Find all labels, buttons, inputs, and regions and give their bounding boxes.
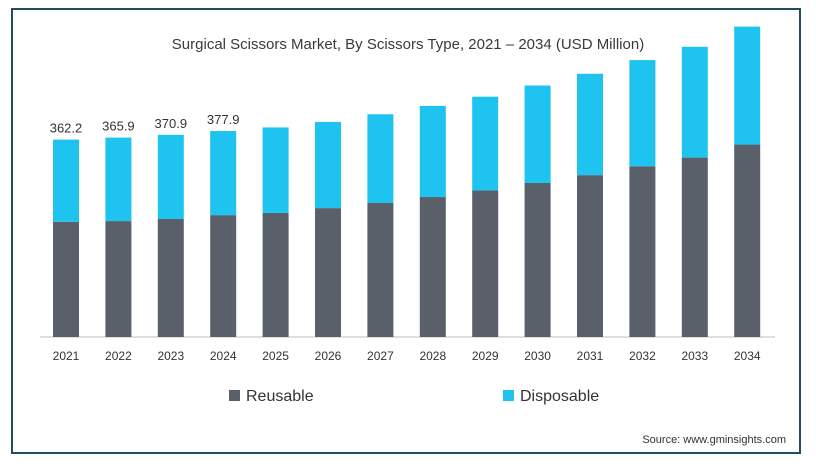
bar-disposable-2031	[577, 73, 603, 176]
x-tick-label: 2028	[419, 349, 446, 363]
bar-reusable-2029	[472, 190, 499, 337]
x-tick-label: 2021	[53, 349, 80, 363]
x-tick-label: 2022	[105, 349, 132, 363]
data-label-total-2022: 365.9	[102, 119, 135, 134]
data-label-total-2024: 377.9	[207, 112, 240, 127]
bar-reusable-2034	[734, 144, 761, 337]
legend-swatch-reusable	[229, 390, 240, 401]
bar-disposable-2024	[210, 131, 237, 216]
x-tick-label: 2026	[315, 349, 342, 363]
x-tick-label: 2030	[524, 349, 551, 363]
bar-reusable-2021	[53, 221, 79, 337]
bar-disposable-2028	[419, 105, 446, 198]
x-tick-label: 2034	[734, 349, 761, 363]
x-tick-label: 2025	[262, 349, 289, 363]
source-note: Source: www.gminsights.com	[642, 434, 786, 446]
bar-disposable-2022	[105, 137, 132, 222]
bar-disposable-2025	[262, 127, 289, 213]
bar-reusable-2030	[524, 182, 551, 337]
x-tick-label: 2024	[210, 349, 237, 363]
data-label-total-2021: 362.2	[50, 121, 83, 136]
legend-label-disposable: Disposable	[520, 388, 599, 405]
legend-label-reusable: Reusable	[246, 388, 314, 405]
bar-disposable-2034	[734, 26, 761, 145]
bar-reusable-2033	[681, 157, 708, 337]
x-tick-label: 2023	[157, 349, 184, 363]
bar-disposable-2023	[157, 134, 184, 219]
x-tick-label: 2027	[367, 349, 394, 363]
bar-reusable-2026	[315, 208, 341, 337]
bar-reusable-2023	[157, 218, 184, 337]
bar-disposable-2029	[472, 96, 499, 191]
bar-reusable-2032	[629, 166, 656, 337]
bar-disposable-2021	[53, 139, 79, 222]
legend-swatch-disposable	[503, 390, 514, 401]
bar-reusable-2025	[262, 212, 289, 337]
chart-title: Surgical Scissors Market, By Scissors Ty…	[171, 36, 645, 53]
bar-disposable-2032	[629, 60, 656, 167]
bar-disposable-2027	[367, 114, 394, 203]
bar-disposable-2026	[315, 121, 341, 209]
bar-reusable-2028	[419, 197, 446, 337]
bar-disposable-2033	[681, 46, 708, 158]
bar-reusable-2027	[367, 202, 394, 337]
x-tick-label: 2033	[681, 349, 708, 363]
bar-reusable-2022	[105, 221, 132, 337]
x-tick-label: 2031	[577, 349, 604, 363]
x-tick-label: 2032	[629, 349, 656, 363]
chart-frame	[11, 8, 801, 454]
bar-disposable-2030	[524, 85, 551, 183]
bar-reusable-2031	[577, 175, 603, 337]
x-tick-label: 2029	[472, 349, 499, 363]
data-label-total-2023: 370.9	[155, 116, 188, 131]
legend: Reusable Disposable	[229, 388, 599, 405]
bar-reusable-2024	[210, 215, 237, 337]
